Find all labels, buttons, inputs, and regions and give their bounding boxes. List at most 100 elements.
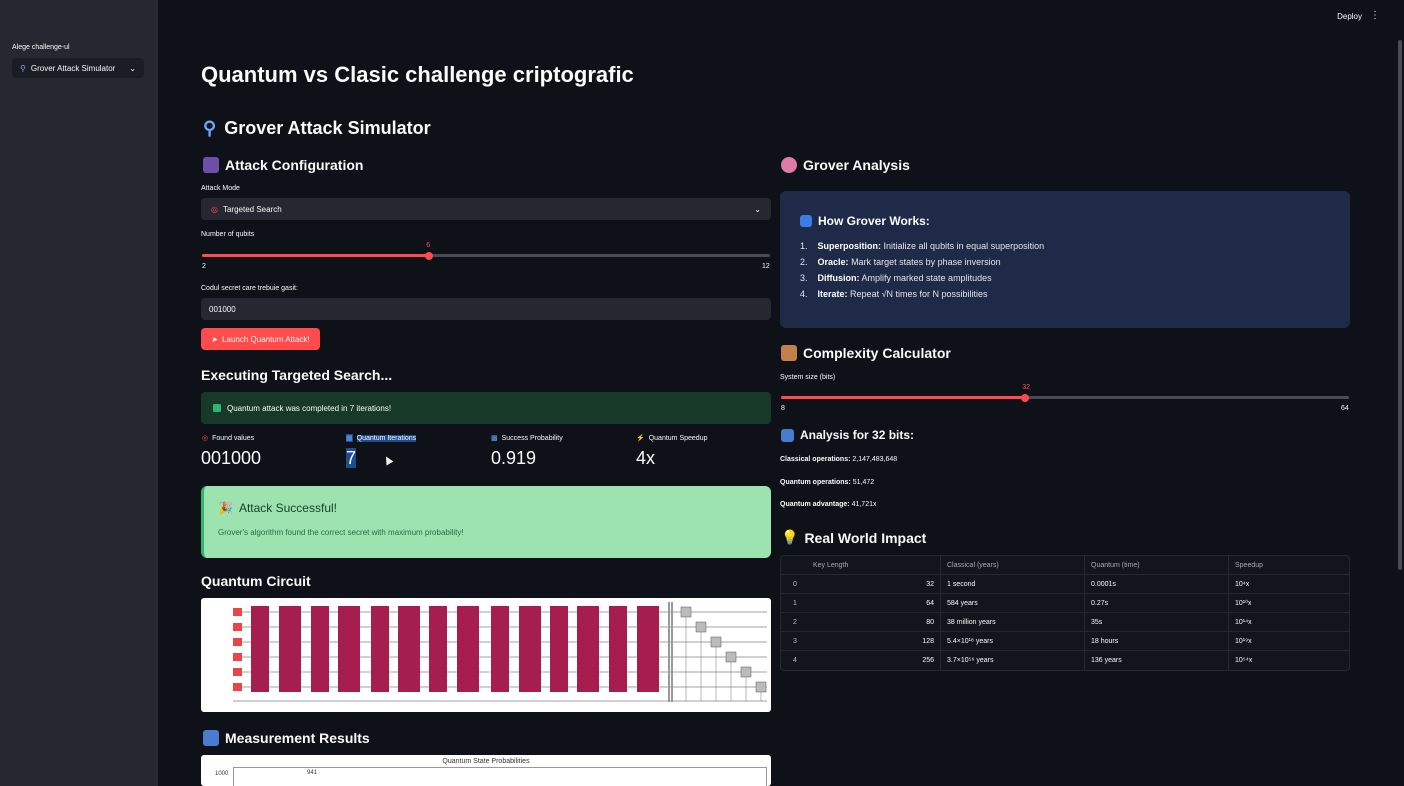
launch-attack-button[interactable]: ➤ Launch Quantum Attack! (201, 328, 320, 350)
system-size-slider-thumb[interactable] (1021, 394, 1030, 402)
diffusion-gate (338, 606, 360, 692)
table-cell: 10¹⁰x (1235, 600, 1252, 607)
diffusion-gate (398, 606, 420, 692)
hadamard-gate (233, 638, 242, 646)
qubits-max: 12 (762, 263, 770, 270)
step-desc: Initialize all qubits in equal superposi… (883, 241, 1045, 251)
execution-heading: Executing Targeted Search... (201, 367, 393, 383)
hadamard-gate (233, 623, 242, 631)
deploy-button[interactable]: Deploy (1337, 12, 1362, 21)
table-cell: 64 (809, 594, 941, 612)
table-cell: 10¹⁴x (1235, 618, 1252, 626)
table-header: Key Length Classical (years) Quantum (time… (781, 556, 1349, 575)
table-cell: 584 years (941, 594, 1085, 612)
table-cell: 10⁵⁴x (1235, 657, 1253, 664)
oracle-gate (550, 606, 568, 692)
step-text: Oracle: Mark target states by phase inve… (818, 257, 1001, 267)
analysis-bits-heading: Analysis for 32 bits: (781, 428, 914, 442)
quantum-advantage: Quantum advantage: 41,721x (780, 501, 877, 508)
qubits-slider-value: 6 (426, 242, 431, 249)
circuit-heading: Quantum Circuit (201, 573, 311, 589)
challenge-select[interactable]: ⚲ Grover Attack Simulator ⌄ (12, 58, 144, 78)
metric-label-found-text: Found values (212, 434, 255, 442)
metric-label-speedup-text: Quantum Speedup (648, 434, 708, 442)
oracle-gate (251, 606, 269, 692)
diffusion-gate (637, 606, 659, 692)
classical-operations-value: 2,147,483,648 (852, 456, 898, 463)
table-cell: 80 (809, 613, 941, 631)
how-grover-works-title-text: How Grover Works: (818, 214, 930, 228)
quantum-operations-label: Quantum operations: (780, 479, 851, 486)
complexity-heading-text: Complexity Calculator (803, 345, 951, 361)
table-cell: 3 (793, 637, 797, 645)
table-cell: 10⁴x (1235, 580, 1250, 588)
table-row: 2 80 38 million years 35s 10¹⁴x (781, 613, 1349, 632)
how-grover-works-box: How Grover Works: 1. Superposition: Initi… (780, 191, 1350, 328)
table-header-cell: Key Length (809, 556, 941, 574)
table-cell: 5.4×10¹⁸ years (941, 632, 1085, 650)
step-term: Diffusion: (817, 273, 860, 283)
chevron-down-icon: ⌄ (754, 204, 761, 214)
measure-gate (695, 621, 707, 633)
qubits-slider-fill (202, 254, 430, 257)
system-size-label: System size (bits) (780, 374, 836, 381)
qubits-slider-thumb[interactable] (425, 252, 434, 260)
attack-mode-label: Attack Mode (201, 185, 240, 192)
diffusion-gate (457, 606, 479, 692)
hadamard-gate (233, 608, 242, 616)
page-title: Quantum vs Clasic challenge criptografic (201, 62, 634, 87)
section-title-text: Grover Attack Simulator (224, 118, 431, 138)
table-header-cell: Classical (years) (941, 556, 1085, 574)
step-number: 3. (800, 273, 808, 283)
metric-value-iterations: 7 (346, 448, 357, 469)
measurement-bar-label: 941 (307, 770, 318, 776)
table-cell: 4 (793, 657, 797, 664)
analysis-bits-heading-text: Analysis for 32 bits: (800, 428, 915, 442)
attack-mode-select[interactable]: ◎ Targeted Search ⌄ (201, 198, 771, 220)
table-row: 1 64 584 years 0.27s 10¹⁰x (781, 594, 1349, 613)
quantum-operations: Quantum operations: 51,472 (780, 479, 874, 486)
grover-step: 2. Oracle: Mark target states by phase in… (800, 257, 1044, 267)
sidebar: Alege challenge-ul ⚲ Grover Attack Simul… (0, 0, 158, 786)
more-options-icon[interactable]: ⋮ (1370, 10, 1380, 21)
mouse-cursor-icon (382, 454, 394, 466)
impact-heading: 💡 Real World Impact (781, 529, 926, 546)
measurement-plot-frame (233, 767, 767, 786)
metric-label-iterations: ▦ Quantum Iterations (346, 434, 417, 442)
measurement-heading: Measurement Results (203, 730, 370, 746)
table-cell: 1 (793, 599, 797, 607)
step-text: Iterate: Repeat √N times for N possibili… (818, 289, 988, 299)
system-size-slider-track[interactable] (781, 396, 1349, 399)
step-term: Superposition: (817, 241, 882, 251)
grover-step: 4. Iterate: Repeat √N times for N possibi… (800, 289, 1044, 299)
hadamard-gate (233, 668, 242, 676)
chevron-down-icon: ⌄ (129, 63, 136, 73)
topbar: Deploy ⋮ (158, 0, 1404, 36)
hadamard-gate (233, 683, 242, 691)
table-cell: 3.7×10⁵⁶ years (941, 651, 1085, 670)
attack-success-title: 🎉 Attack Successful! (218, 501, 337, 515)
grover-step: 1. Superposition: Initialize all qubits i… (800, 241, 1044, 251)
diffusion-gate (279, 606, 301, 692)
step-desc: Amplify marked state amplitudes (861, 273, 992, 283)
table-cell: 128 (809, 632, 941, 650)
challenge-select-label: Alege challenge-ul (12, 44, 70, 51)
step-term: Oracle: (817, 257, 849, 267)
diffusion-gate (577, 606, 599, 692)
table-row: 3 128 5.4×10¹⁸ years 18 hours 10¹⁹x (781, 632, 1349, 651)
list-icon: ▦ (346, 434, 353, 442)
rocket-icon: ➤ (211, 334, 219, 344)
system-size-max: 64 (1341, 405, 1349, 412)
oracle-gate (371, 606, 389, 692)
step-number: 1. (800, 241, 808, 251)
secret-input[interactable]: 001000 (201, 298, 771, 320)
table-row: 0 32 1 second 0.0001s 10⁴x (781, 575, 1349, 594)
table-cell: 35s (1085, 613, 1229, 631)
table-cell: 256 (809, 651, 941, 670)
section-title: ⚲ Grover Attack Simulator (203, 118, 431, 139)
table-header-cell: Speedup (1235, 561, 1264, 569)
step-number: 2. (800, 257, 808, 267)
scrollbar[interactable] (1398, 40, 1402, 570)
circuit-svg (233, 602, 767, 702)
qubits-slider-track[interactable] (202, 254, 770, 257)
